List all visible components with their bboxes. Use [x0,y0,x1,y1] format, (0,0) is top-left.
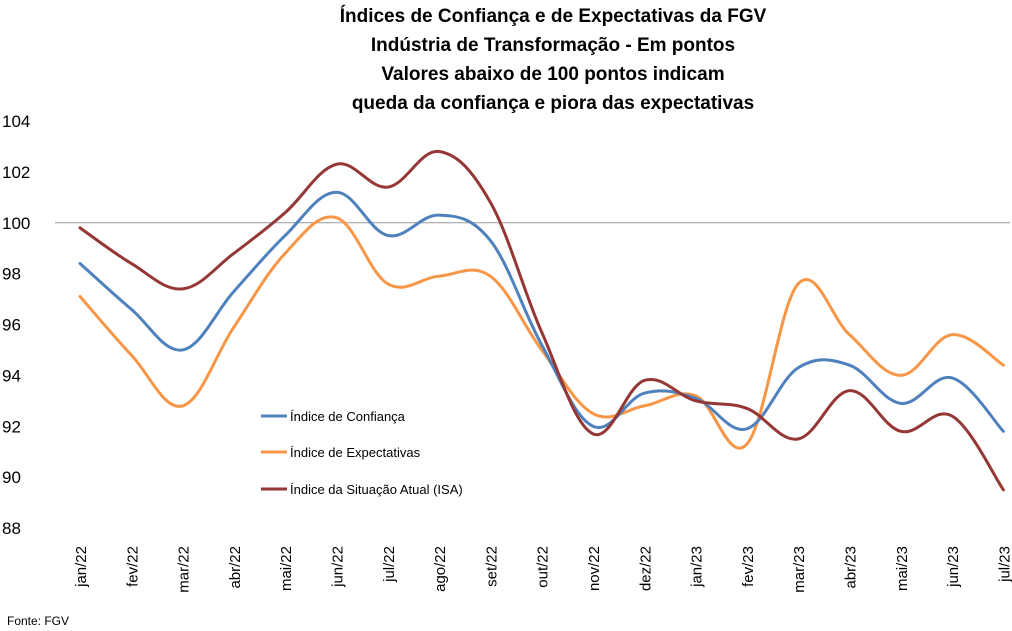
series-layer [78,150,1005,492]
x-tick-label: mai/23 [894,546,911,591]
y-tick-label: 100 [2,214,30,233]
x-tick-label: fev/22 [124,546,141,587]
y-tick-label: 104 [2,112,30,131]
x-tick-label: jul/23 [996,546,1012,583]
legend-label-expectativas: Índice de Expectativas [290,445,421,460]
y-tick-label: 92 [2,417,21,436]
series-line-confianca [78,190,1005,433]
chart-title-line-1: Índices de Confiança e de Expectativas d… [340,5,767,27]
x-tick-label: set/22 [483,546,500,587]
legend-item-isa: Índice da Situação Atual (ISA) [261,482,463,497]
x-tick-label: mar/22 [176,546,193,593]
series-line-isa [78,150,1005,492]
x-tick-label: abr/22 [227,546,244,589]
legend: Índice de Confiança Índice de Expectativ… [261,409,463,497]
x-tick-label: jan/22 [73,546,90,588]
x-axis: jan/22 fev/22 mar/22 abr/22 mai/22 jun/22 jul/… [73,546,1012,593]
y-tick-label: 102 [2,163,30,182]
y-tick-label: 96 [2,316,21,335]
x-tick-label: jun/22 [330,546,347,588]
x-tick-label: fev/23 [740,546,757,587]
x-tick-label: dez/22 [637,546,654,591]
chart-title-line-4: queda da confiança e piora das expectati… [352,93,754,114]
x-tick-label: mai/22 [278,546,295,591]
x-tick-label: mar/23 [791,546,808,593]
x-tick-label: jul/22 [381,546,398,583]
y-axis: 104 102 100 98 96 94 92 90 88 [2,112,30,538]
y-tick-label: 90 [2,468,21,487]
x-tick-label: nov/22 [586,546,603,591]
legend-label-isa: Índice da Situação Atual (ISA) [290,482,463,497]
x-tick-label: jan/23 [689,546,706,588]
y-tick-label: 98 [2,265,21,284]
x-tick-label: abr/23 [843,546,860,589]
chart-title-line-2: Indústria de Transformação - Em pontos [371,35,735,56]
legend-label-confianca: Índice de Confiança [290,409,406,424]
legend-item-confianca: Índice de Confiança [261,409,406,424]
x-tick-label: jun/23 [945,546,962,588]
x-tick-label: out/22 [535,546,552,588]
chart-title-line-3: Valores abaixo de 100 pontos indicam [381,64,724,85]
y-tick-label: 88 [2,519,21,538]
x-tick-label: ago/22 [432,546,449,592]
source-note: Fonte: FGV [7,614,69,628]
legend-item-expectativas: Índice de Expectativas [261,445,421,460]
chart-title: Índices de Confiança e de Expectativas d… [340,5,767,114]
y-tick-label: 94 [2,366,21,385]
